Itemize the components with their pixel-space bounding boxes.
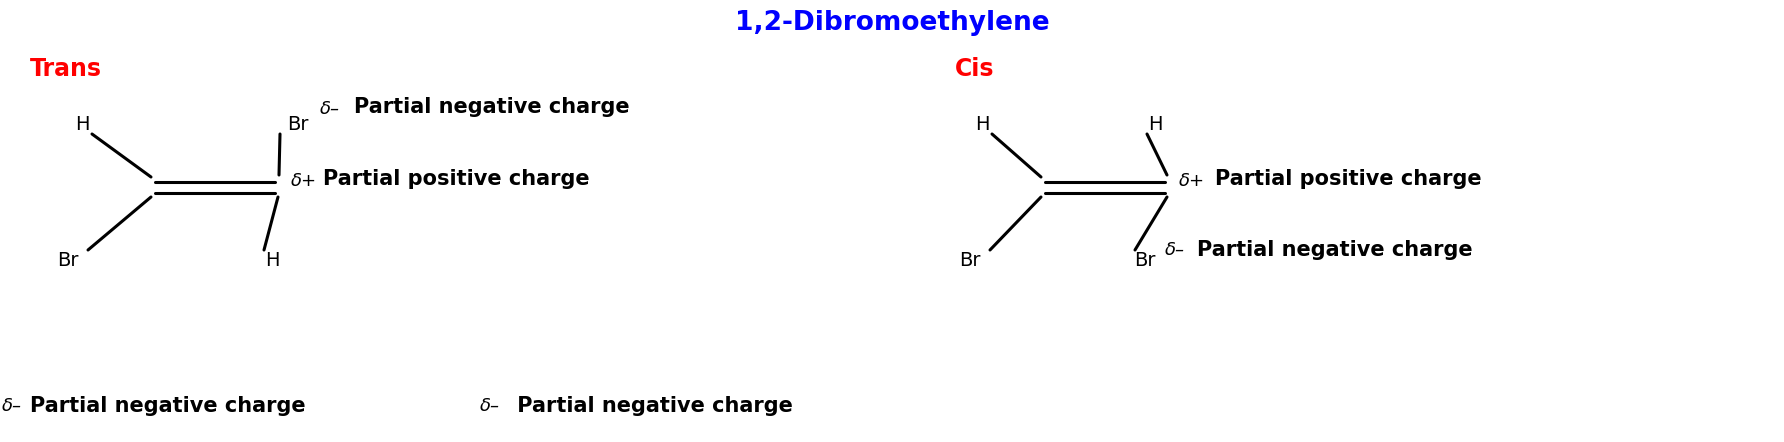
Text: Partial negative charge: Partial negative charge (1197, 240, 1472, 260)
Text: Cis: Cis (954, 57, 994, 81)
Text: H: H (974, 114, 990, 133)
Text: H: H (264, 251, 280, 270)
Text: Br: Br (287, 114, 309, 133)
Text: Br: Br (960, 251, 981, 270)
Text: Br: Br (1135, 251, 1156, 270)
Text: δ–: δ– (2, 397, 21, 415)
Text: δ+: δ+ (1179, 172, 1206, 190)
Text: Partial negative charge: Partial negative charge (353, 97, 630, 117)
Text: H: H (75, 114, 89, 133)
Text: δ+: δ+ (291, 172, 318, 190)
Text: Partial negative charge: Partial negative charge (510, 396, 792, 416)
Text: 1,2-Dibromoethylene: 1,2-Dibromoethylene (735, 10, 1049, 36)
Text: Partial negative charge: Partial negative charge (30, 396, 305, 416)
Text: δ–: δ– (319, 100, 341, 118)
Text: H: H (1147, 114, 1161, 133)
Text: Partial positive charge: Partial positive charge (323, 169, 591, 189)
Text: δ–: δ– (480, 397, 500, 415)
Text: δ–: δ– (1165, 241, 1185, 259)
Text: Trans: Trans (30, 57, 102, 81)
Text: Partial positive charge: Partial positive charge (1215, 169, 1483, 189)
Text: Br: Br (57, 251, 78, 270)
